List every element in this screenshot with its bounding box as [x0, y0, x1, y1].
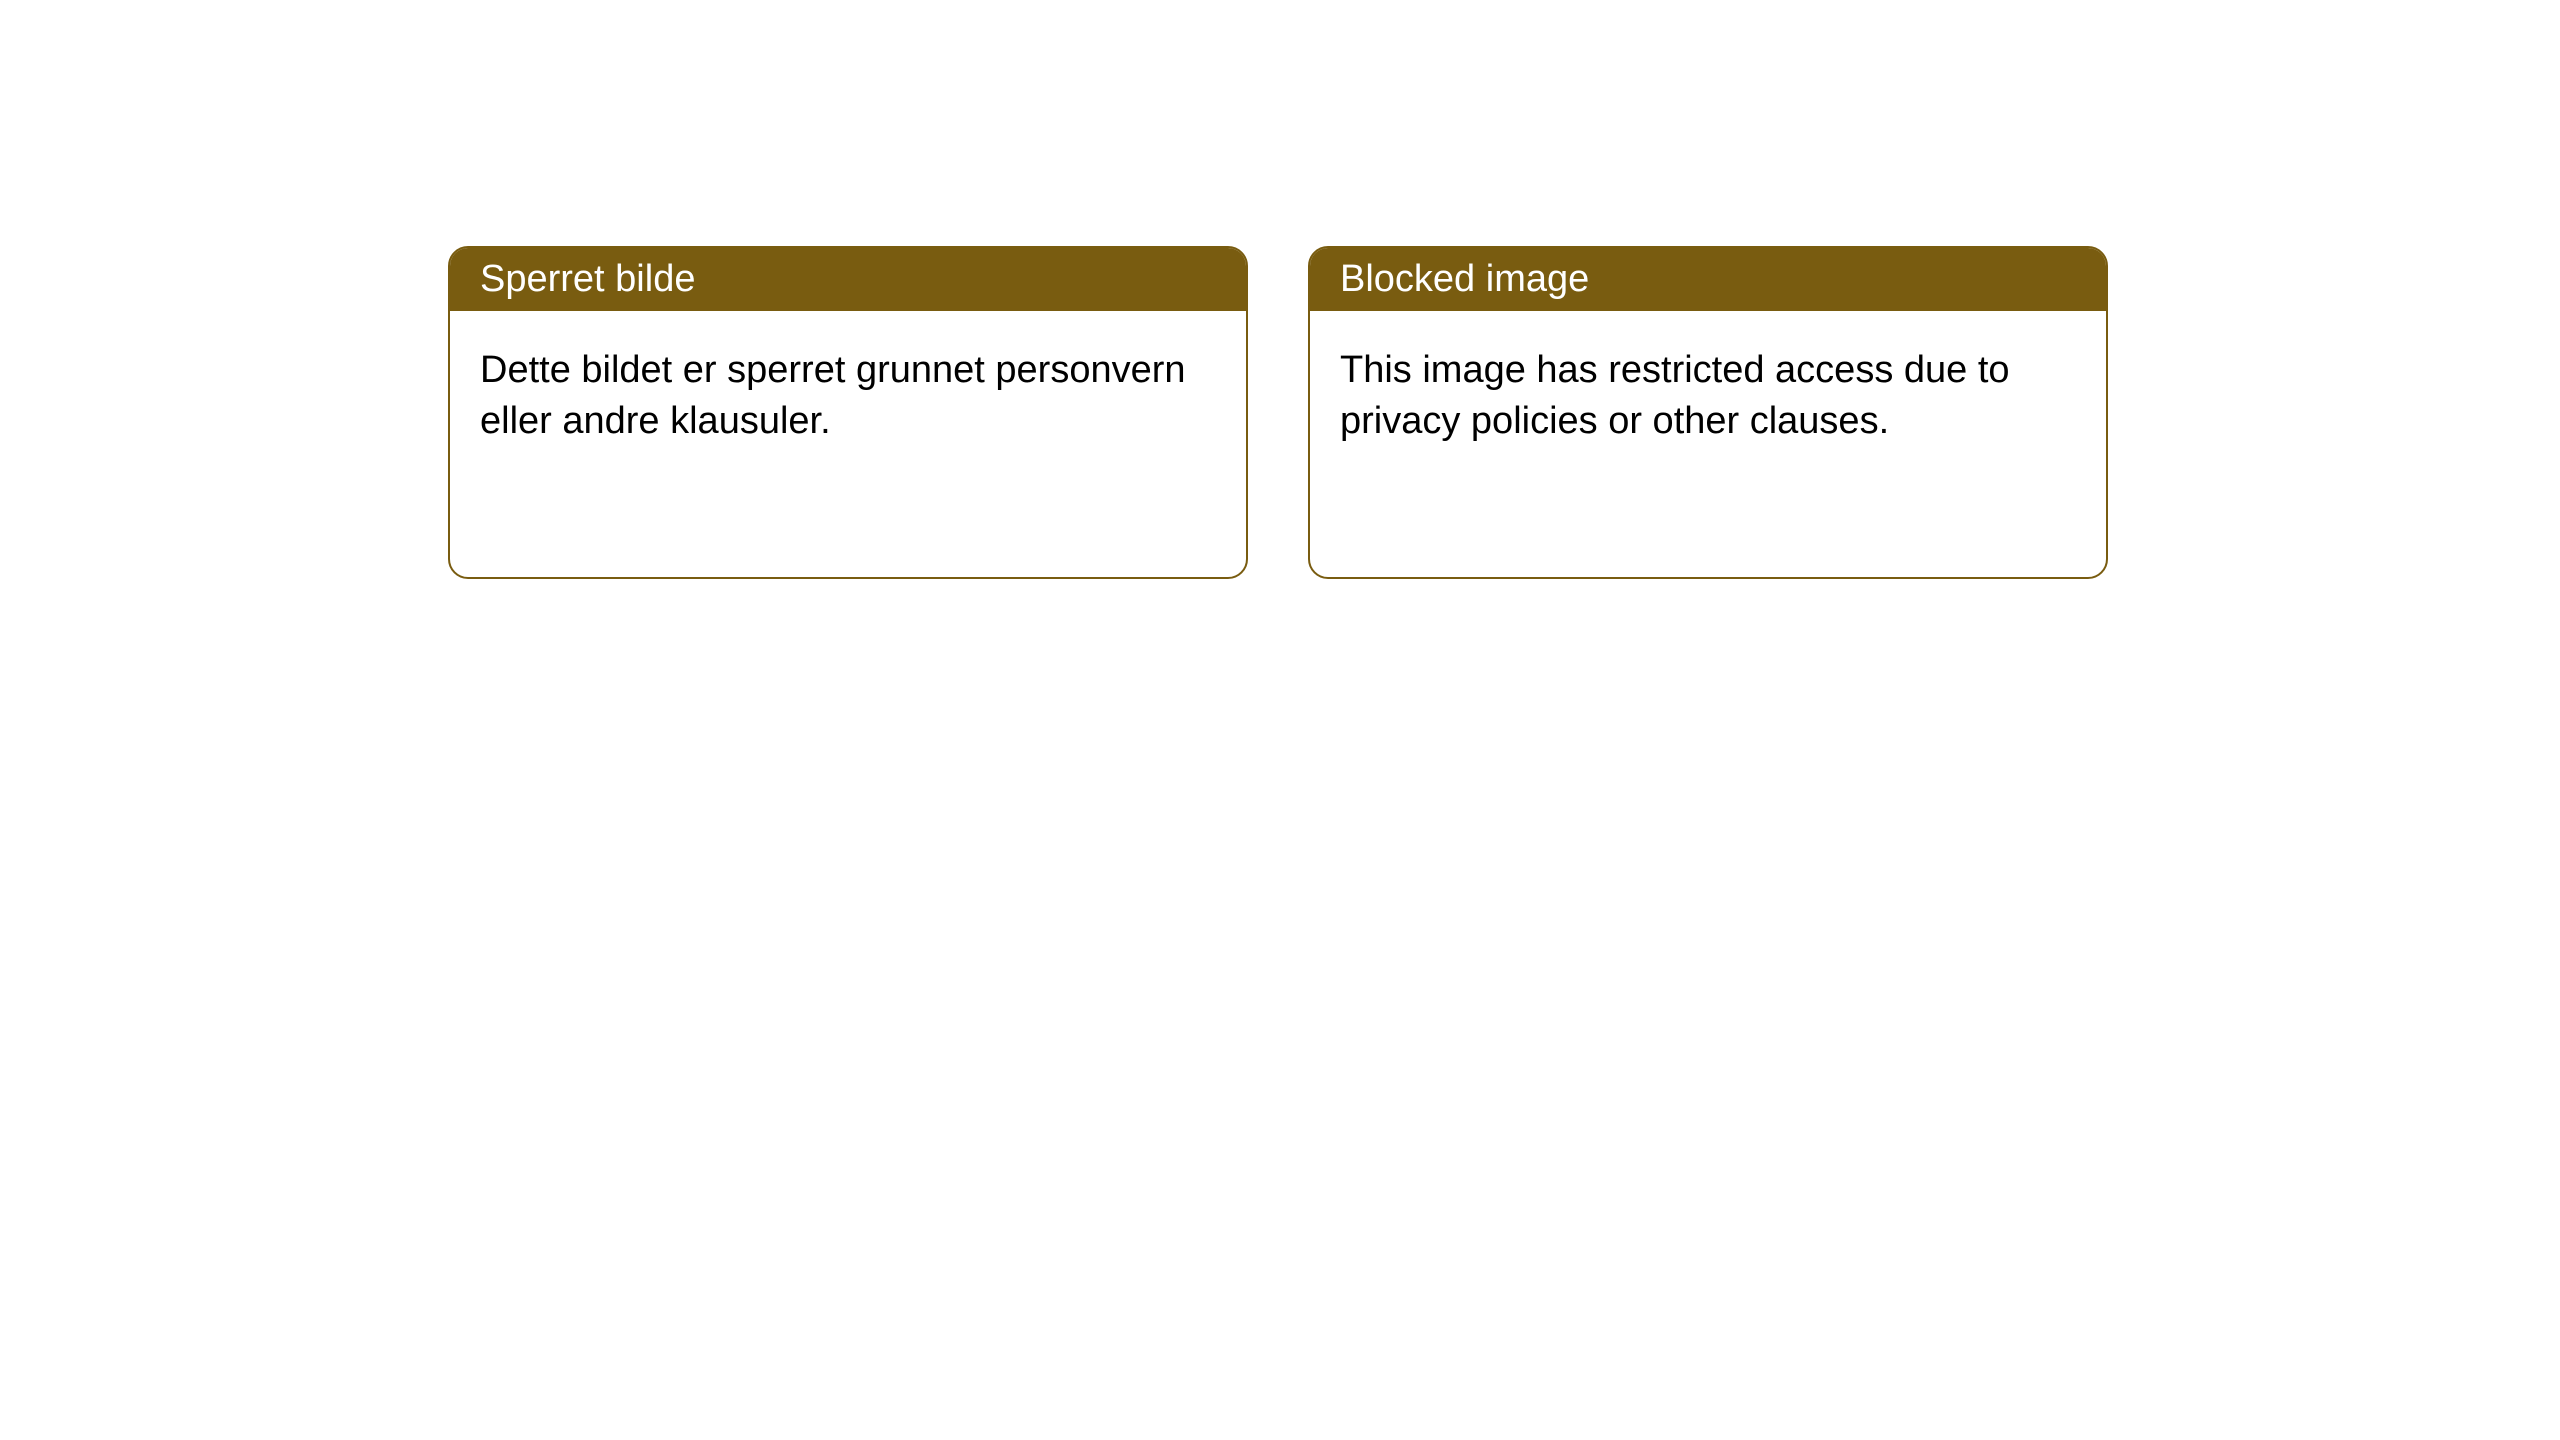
notice-header: Blocked image — [1310, 248, 2106, 311]
notice-body: Dette bildet er sperret grunnet personve… — [450, 311, 1246, 482]
notice-header: Sperret bilde — [450, 248, 1246, 311]
notice-card-english: Blocked image This image has restricted … — [1308, 246, 2108, 579]
notice-card-norwegian: Sperret bilde Dette bildet er sperret gr… — [448, 246, 1248, 579]
notice-body: This image has restricted access due to … — [1310, 311, 2106, 482]
notice-container: Sperret bilde Dette bildet er sperret gr… — [0, 0, 2560, 579]
